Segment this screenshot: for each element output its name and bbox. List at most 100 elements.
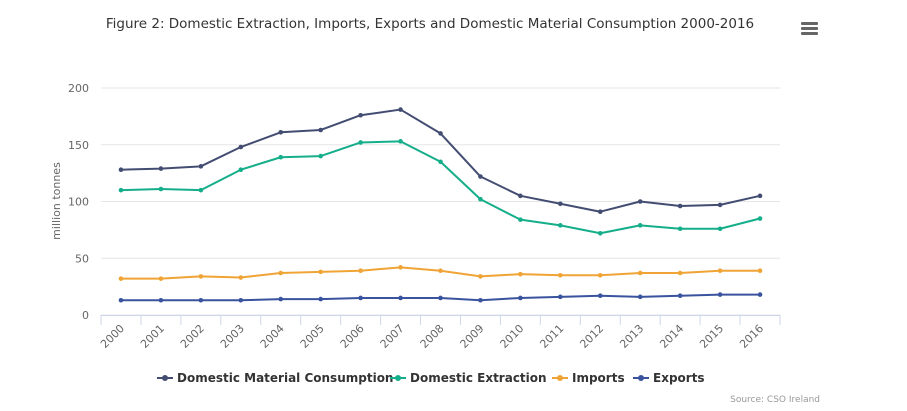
data-point[interactable] [757,193,763,199]
x-tick-label: 2011 [537,322,566,351]
legend-item[interactable]: Exports [633,371,705,385]
data-point[interactable] [717,226,723,232]
x-tick-label: 2016 [737,322,766,351]
legend-item[interactable]: Imports [552,371,625,385]
data-point[interactable] [757,268,763,274]
data-point[interactable] [677,270,683,276]
data-point[interactable] [318,269,323,275]
data-point[interactable] [158,297,164,303]
data-point[interactable] [198,164,204,169]
data-point[interactable] [278,296,284,302]
data-point[interactable] [677,226,683,232]
gridlines [101,87,780,316]
data-point[interactable] [438,131,443,136]
data-point[interactable] [198,187,204,193]
legend-label[interactable]: Imports [572,371,625,385]
data-point[interactable] [597,293,603,299]
data-point[interactable] [398,139,403,144]
data-point[interactable] [478,174,483,179]
data-point[interactable] [438,268,443,274]
data-point[interactable] [318,127,323,133]
data-point[interactable] [438,295,443,301]
x-axis: 2000 2001 2002 2003 2004 2005 2006 2007 2008 2009… [98,315,781,351]
y-axis-title: million tonnes [50,162,63,240]
series-line[interactable] [119,140,762,235]
y-tick-label: 150 [68,139,89,152]
data-point[interactable] [238,275,244,280]
data-point[interactable] [118,167,124,173]
data-point[interactable] [198,274,204,279]
data-point[interactable] [478,196,483,202]
data-point[interactable] [597,272,603,278]
x-tick-label: 2001 [138,322,167,351]
chart-menu-button[interactable] [796,16,824,40]
data-point[interactable] [118,276,124,281]
data-point[interactable] [238,144,244,150]
series-domestic-material-consumption[interactable] [118,107,763,215]
data-point[interactable] [278,270,284,276]
x-tick-label: 2015 [697,322,726,351]
data-point[interactable] [118,187,124,193]
data-point[interactable] [637,270,643,276]
data-point[interactable] [757,216,763,221]
data-point[interactable] [597,230,603,236]
series-domestic-extraction[interactable] [118,139,763,236]
data-point[interactable] [637,294,643,300]
data-point[interactable] [518,193,523,199]
data-point[interactable] [158,166,164,171]
data-point[interactable] [238,297,244,303]
data-point[interactable] [358,112,363,118]
data-point[interactable] [677,203,683,209]
data-point[interactable] [597,209,603,215]
hamburger-menu-icon[interactable] [801,22,818,35]
legend-symbol-marker [395,375,401,381]
legend-item[interactable]: Domestic Material Consumption [157,371,393,385]
data-point[interactable] [278,129,284,135]
data-point[interactable] [158,186,164,192]
data-point[interactable] [478,297,483,303]
y-tick-label: 0 [82,309,89,322]
data-point[interactable] [478,274,483,279]
data-point[interactable] [757,292,763,297]
series-imports[interactable] [118,265,763,281]
legend: Domestic Material Consumption Domestic Ex… [157,371,705,385]
data-point[interactable] [637,223,643,228]
data-point[interactable] [198,297,204,303]
data-point[interactable] [717,268,723,274]
data-point[interactable] [318,153,323,159]
data-point[interactable] [398,295,403,301]
data-point[interactable] [518,295,523,301]
legend-label[interactable]: Exports [653,371,705,385]
data-point[interactable] [717,292,723,297]
x-tick-label: 2005 [298,322,327,351]
data-point[interactable] [318,296,323,302]
data-point[interactable] [677,293,683,299]
data-point[interactable] [358,268,363,274]
data-point[interactable] [358,295,363,301]
data-point[interactable] [398,265,403,270]
data-point[interactable] [158,276,164,281]
data-point[interactable] [558,272,563,278]
data-point[interactable] [238,167,244,173]
data-point[interactable] [438,159,443,165]
data-point[interactable] [518,217,523,222]
data-point[interactable] [717,202,723,208]
data-point[interactable] [558,223,563,228]
x-tick-label: 2008 [418,322,447,351]
series-exports[interactable] [118,292,763,303]
legend-label[interactable]: Domestic Extraction [410,371,547,385]
data-point[interactable] [558,294,563,300]
legend-label[interactable]: Domestic Material Consumption [177,371,393,385]
data-point[interactable] [278,154,284,160]
data-point[interactable] [358,140,363,145]
chart-credit[interactable]: Source: CSO Ireland [730,395,820,405]
data-point[interactable] [118,297,124,303]
data-point[interactable] [637,199,643,204]
x-tick-label: 2003 [218,322,247,351]
data-point[interactable] [518,271,523,277]
data-point[interactable] [398,107,403,112]
legend-symbol-marker [162,375,168,381]
legend-item[interactable]: Domestic Extraction [390,371,547,385]
data-point[interactable] [558,201,563,207]
